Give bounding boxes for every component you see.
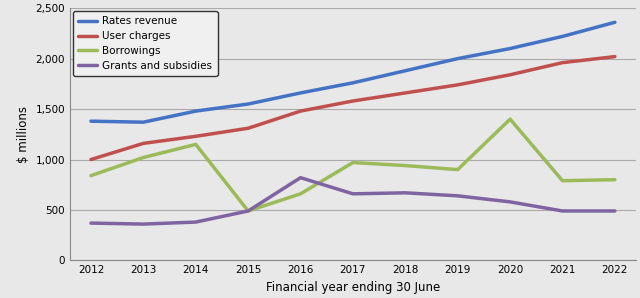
Rates revenue [140,120,147,124]
Borrowings [506,117,514,121]
Grants and subsidies [87,221,95,225]
User charges [401,91,409,95]
Borrowings [192,143,200,146]
Borrowings [611,178,619,181]
Grants and subsidies [349,192,356,195]
Line: User charges: User charges [91,57,615,159]
Borrowings [297,192,305,195]
Grants and subsidies [506,200,514,204]
Grants and subsidies [140,222,147,226]
Grants and subsidies [611,209,619,213]
User charges [559,61,566,64]
Grants and subsidies [401,191,409,195]
User charges [297,109,305,113]
User charges [454,83,461,87]
Borrowings [244,209,252,213]
Rates revenue [87,119,95,123]
Borrowings [454,168,461,171]
Grants and subsidies [559,209,566,213]
Borrowings [559,179,566,182]
Grants and subsidies [192,220,200,224]
User charges [349,99,356,103]
Grants and subsidies [454,194,461,198]
Borrowings [401,164,409,167]
Grants and subsidies [297,176,305,179]
Rates revenue [349,81,356,85]
Borrowings [87,174,95,177]
User charges [140,142,147,145]
Borrowings [140,156,147,159]
User charges [192,134,200,138]
User charges [506,73,514,77]
User charges [611,55,619,58]
Line: Rates revenue: Rates revenue [91,22,615,122]
Legend: Rates revenue, User charges, Borrowings, Grants and subsidies: Rates revenue, User charges, Borrowings,… [73,11,218,76]
Y-axis label: $ millions: $ millions [17,106,30,163]
Rates revenue [401,69,409,72]
Line: Borrowings: Borrowings [91,119,615,211]
Rates revenue [559,35,566,38]
Rates revenue [454,57,461,60]
Rates revenue [244,102,252,106]
Rates revenue [297,91,305,95]
Rates revenue [611,21,619,24]
Rates revenue [192,109,200,113]
Borrowings [349,161,356,164]
X-axis label: Financial year ending 30 June: Financial year ending 30 June [266,281,440,294]
User charges [244,126,252,130]
Grants and subsidies [244,209,252,213]
User charges [87,158,95,161]
Line: Grants and subsidies: Grants and subsidies [91,178,615,224]
Rates revenue [506,47,514,50]
